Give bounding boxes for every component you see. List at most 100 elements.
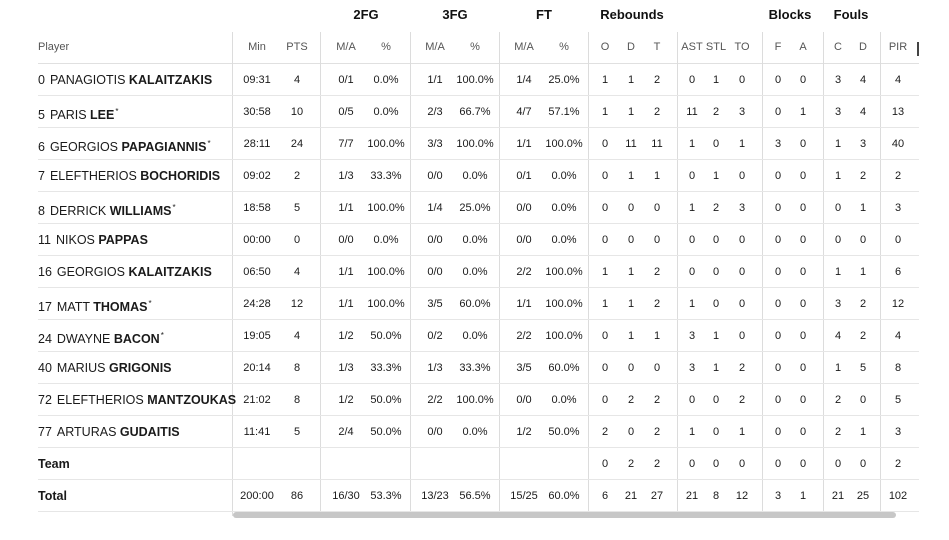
player-first-name: PANAGIOTIS bbox=[49, 73, 126, 87]
column-header[interactable]: D bbox=[859, 41, 867, 53]
player-name-link[interactable]: 72 ELEFTHERIOS MANTZOUKAS bbox=[38, 384, 236, 416]
stat-cell: 1 bbox=[712, 170, 720, 182]
stat-cell: 0/0 bbox=[516, 394, 532, 406]
stat-cell: 0 bbox=[799, 234, 807, 246]
player-name-link[interactable]: 77 ARTURAS GUDAITIS bbox=[38, 416, 180, 448]
stat-cell: 00:00 bbox=[243, 234, 271, 246]
stat-cell: 100.0% bbox=[545, 298, 583, 310]
stat-cell: 0 bbox=[688, 74, 696, 86]
column-header[interactable]: % bbox=[470, 41, 480, 53]
stat-cell: 0 bbox=[738, 298, 746, 310]
stat-cell: 0 bbox=[799, 330, 807, 342]
stat-cell: 11:41 bbox=[243, 426, 271, 438]
stat-cell: 100.0% bbox=[456, 74, 494, 86]
player-name-link[interactable]: 8 DERRICK WILLIAMS* bbox=[38, 192, 176, 227]
column-header[interactable]: A bbox=[799, 41, 807, 53]
player-number: 6 bbox=[38, 140, 45, 155]
stat-cell: 1/2 bbox=[338, 330, 354, 342]
stat-cell: 0 bbox=[688, 234, 696, 246]
column-header[interactable]: Min bbox=[248, 41, 266, 53]
stat-cell: 09:02 bbox=[243, 170, 271, 182]
stat-cell: 11 bbox=[651, 138, 663, 150]
player-last-name: GRIGONIS bbox=[109, 361, 172, 375]
starter-marker: * bbox=[172, 203, 176, 212]
column-header[interactable]: D bbox=[627, 41, 635, 53]
stat-cell: 60.0% bbox=[548, 362, 580, 374]
column-header[interactable]: STL bbox=[705, 41, 727, 53]
stat-cell: 0 bbox=[653, 202, 661, 214]
player-first-name: DERRICK bbox=[49, 204, 107, 219]
stat-cell: 0 bbox=[834, 202, 842, 214]
stat-cell: 0 bbox=[859, 394, 867, 406]
player-name-link[interactable]: 7 ELEFTHERIOS BOCHORIDIS bbox=[38, 160, 220, 192]
player-name-link[interactable]: 17 MATT THOMAS* bbox=[38, 288, 152, 323]
stat-cell: 66.7% bbox=[459, 106, 491, 118]
player-name-link[interactable]: 16 GEORGIOS KALAITZAKIS bbox=[38, 256, 212, 288]
column-header-player[interactable]: Player bbox=[38, 41, 70, 53]
column-header[interactable]: M/A bbox=[425, 41, 445, 53]
stat-cell: 33.3% bbox=[370, 362, 402, 374]
stat-cell: 0 bbox=[601, 234, 609, 246]
player-first-name: NIKOS bbox=[55, 233, 95, 247]
stat-cell: 11 bbox=[686, 106, 698, 118]
player-row: 72 ELEFTHERIOS MANTZOUKAS 21:02 8 1/2 50.0% 2/… bbox=[38, 384, 919, 416]
stat-cell: 0 bbox=[601, 394, 609, 406]
stat-cell: 2/2 bbox=[516, 330, 532, 342]
player-name-link[interactable]: 6 GEORGIOS PAPAGIANNIS* bbox=[38, 128, 211, 163]
player-name-link[interactable]: 0 PANAGIOTIS KALAITZAKIS bbox=[38, 64, 212, 96]
column-header[interactable]: % bbox=[559, 41, 569, 53]
stat-cell: 21 bbox=[831, 490, 845, 502]
stat-cell: 11 bbox=[625, 138, 637, 150]
column-header[interactable]: % bbox=[381, 41, 391, 53]
stat-cell: 1 bbox=[688, 426, 696, 438]
stat-cell: 0 bbox=[774, 394, 782, 406]
stat-cell: 8 bbox=[293, 394, 301, 406]
horizontal-scrollbar[interactable] bbox=[233, 512, 896, 518]
column-header[interactable]: M/A bbox=[514, 41, 534, 53]
column-header[interactable]: M/A bbox=[336, 41, 356, 53]
player-last-name: KALAITZAKIS bbox=[128, 265, 212, 279]
stat-cell: 1 bbox=[627, 298, 635, 310]
stat-cell: 24 bbox=[290, 138, 304, 150]
stat-cell: 0 bbox=[688, 458, 696, 470]
stat-cell: 33.3% bbox=[370, 170, 402, 182]
stat-cell: 1 bbox=[859, 202, 867, 214]
player-number: 8 bbox=[38, 204, 45, 219]
stat-cell: 0/1 bbox=[516, 170, 532, 182]
stat-cell: 2 bbox=[627, 458, 635, 470]
stat-cell: 1 bbox=[627, 74, 635, 86]
column-header[interactable]: AST bbox=[681, 41, 703, 53]
player-last-name: PAPPAS bbox=[98, 233, 148, 247]
column-header[interactable]: C bbox=[834, 41, 842, 53]
stat-cell: 50.0% bbox=[370, 330, 402, 342]
player-row: 77 ARTURAS GUDAITIS 11:41 5 2/4 50.0% 0/0 0.0% 1… bbox=[38, 416, 919, 448]
column-header[interactable]: TO bbox=[734, 41, 750, 53]
stat-cell: 0 bbox=[894, 234, 902, 246]
player-name-link[interactable]: 40 MARIUS GRIGONIS bbox=[38, 352, 172, 384]
player-name-link[interactable]: 11 NIKOS PAPPAS bbox=[38, 224, 148, 256]
stat-cell: 2 bbox=[601, 426, 609, 438]
player-name-link[interactable]: 24 DWAYNE BACON* bbox=[38, 320, 164, 355]
stat-cell: 1 bbox=[601, 74, 609, 86]
stat-cell: 28:11 bbox=[243, 138, 271, 150]
column-header[interactable]: PIR bbox=[888, 41, 908, 53]
column-header[interactable]: T bbox=[653, 41, 661, 53]
stat-cell: 56.5% bbox=[459, 490, 491, 502]
group-header: 3FG bbox=[442, 7, 468, 22]
stat-cell: 0.0% bbox=[373, 234, 399, 246]
stat-cell: 0 bbox=[799, 266, 807, 278]
column-header[interactable]: O bbox=[600, 41, 610, 53]
player-name-link[interactable]: 5 PARIS LEE* bbox=[38, 96, 118, 131]
stat-cell: 100.0% bbox=[367, 138, 405, 150]
column-header[interactable]: F bbox=[774, 41, 782, 53]
stat-cell: 100.0% bbox=[367, 298, 405, 310]
column-header[interactable]: PTS bbox=[286, 41, 308, 53]
stat-cell: 21 bbox=[624, 490, 638, 502]
stat-cell: 2 bbox=[293, 170, 301, 182]
stat-cell: 25.0% bbox=[459, 202, 491, 214]
stat-cell: 2 bbox=[653, 426, 661, 438]
stat-cell: 2 bbox=[627, 394, 635, 406]
stat-cell: 3 bbox=[774, 138, 782, 150]
stat-cell: 0 bbox=[601, 362, 609, 374]
